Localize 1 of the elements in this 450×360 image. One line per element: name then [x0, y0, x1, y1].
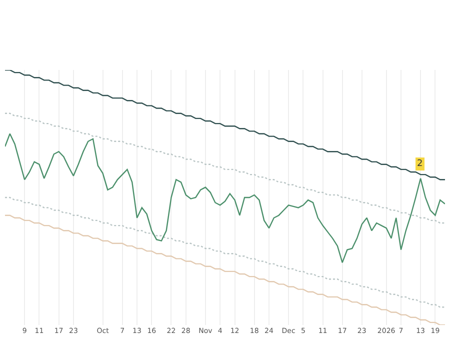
annotation: 2	[417, 159, 423, 169]
